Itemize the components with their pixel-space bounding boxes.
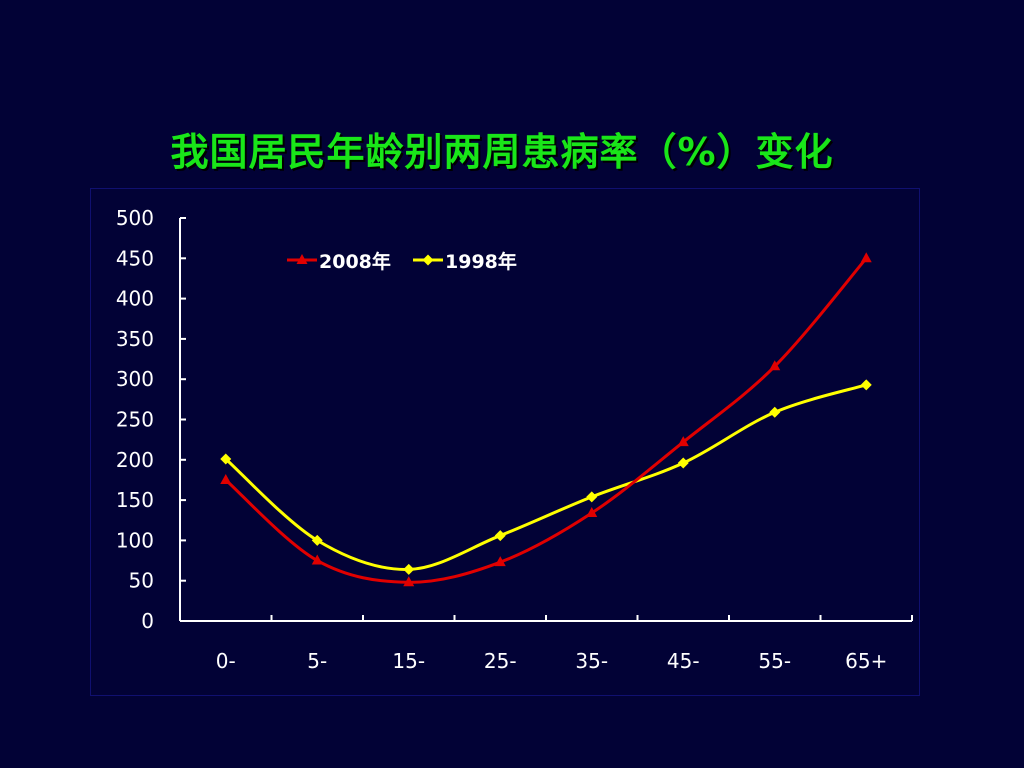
x-tick-label: 5-	[307, 649, 327, 673]
y-tick-label: 150	[116, 488, 154, 512]
data-point	[494, 530, 506, 542]
axes: 0 50 100 150 200 250 300 350 400 450 500 0- 5- 15- 25-…	[116, 206, 913, 673]
data-point	[220, 453, 232, 465]
x-tick-label: 15-	[392, 649, 425, 673]
y-tick-label: 200	[116, 448, 154, 472]
y-tick-label: 500	[116, 206, 154, 230]
data-point	[586, 506, 598, 517]
line-chart: 0 50 100 150 200 250 300 350 400 450 500 0- 5- 15- 25-…	[90, 188, 920, 696]
legend-label: 1998年	[445, 250, 517, 273]
legend-marker	[296, 254, 308, 264]
y-tick-label: 450	[116, 246, 154, 270]
series-triangle	[220, 252, 872, 587]
y-tick-label: 250	[116, 408, 154, 432]
data-point	[311, 534, 323, 546]
x-tick-label: 25-	[484, 649, 517, 673]
legend-item: 2008年	[287, 250, 391, 273]
legend-item: 1998年	[413, 250, 517, 273]
data-point	[769, 406, 781, 418]
plot-frame	[90, 188, 920, 696]
x-tick-label: 55-	[758, 649, 791, 673]
legend: 2008年 1998年	[287, 250, 517, 273]
y-tick-label: 300	[116, 367, 154, 391]
data-point	[677, 436, 689, 447]
data-point	[677, 457, 689, 469]
data-point	[769, 360, 781, 371]
y-tick-label: 350	[116, 327, 154, 351]
legend-marker	[422, 254, 434, 266]
y-tick-label: 50	[129, 569, 154, 593]
y-tick-label: 100	[116, 528, 154, 552]
x-tick-label: 0-	[216, 649, 236, 673]
y-tick-label: 0	[141, 609, 154, 633]
series-diamond	[220, 379, 872, 575]
x-tick-label: 35-	[575, 649, 608, 673]
data-point	[311, 554, 323, 565]
x-tick-label: 45-	[667, 649, 700, 673]
series-layer	[220, 252, 872, 587]
data-point	[586, 491, 598, 503]
y-tick-label: 400	[116, 287, 154, 311]
legend-label: 2008年	[319, 250, 391, 273]
data-point	[403, 576, 415, 587]
data-point	[494, 556, 506, 567]
chart-container: 0 50 100 150 200 250 300 350 400 450 500 0- 5- 15- 25-…	[90, 188, 920, 696]
data-point	[403, 563, 415, 575]
data-point	[220, 473, 232, 484]
x-tick-label: 65+	[845, 649, 887, 673]
series-line	[224, 257, 868, 584]
data-point	[860, 379, 872, 391]
data-point	[860, 252, 872, 263]
page-title: 我国居民年龄别两周患病率（%）变化	[170, 130, 834, 174]
